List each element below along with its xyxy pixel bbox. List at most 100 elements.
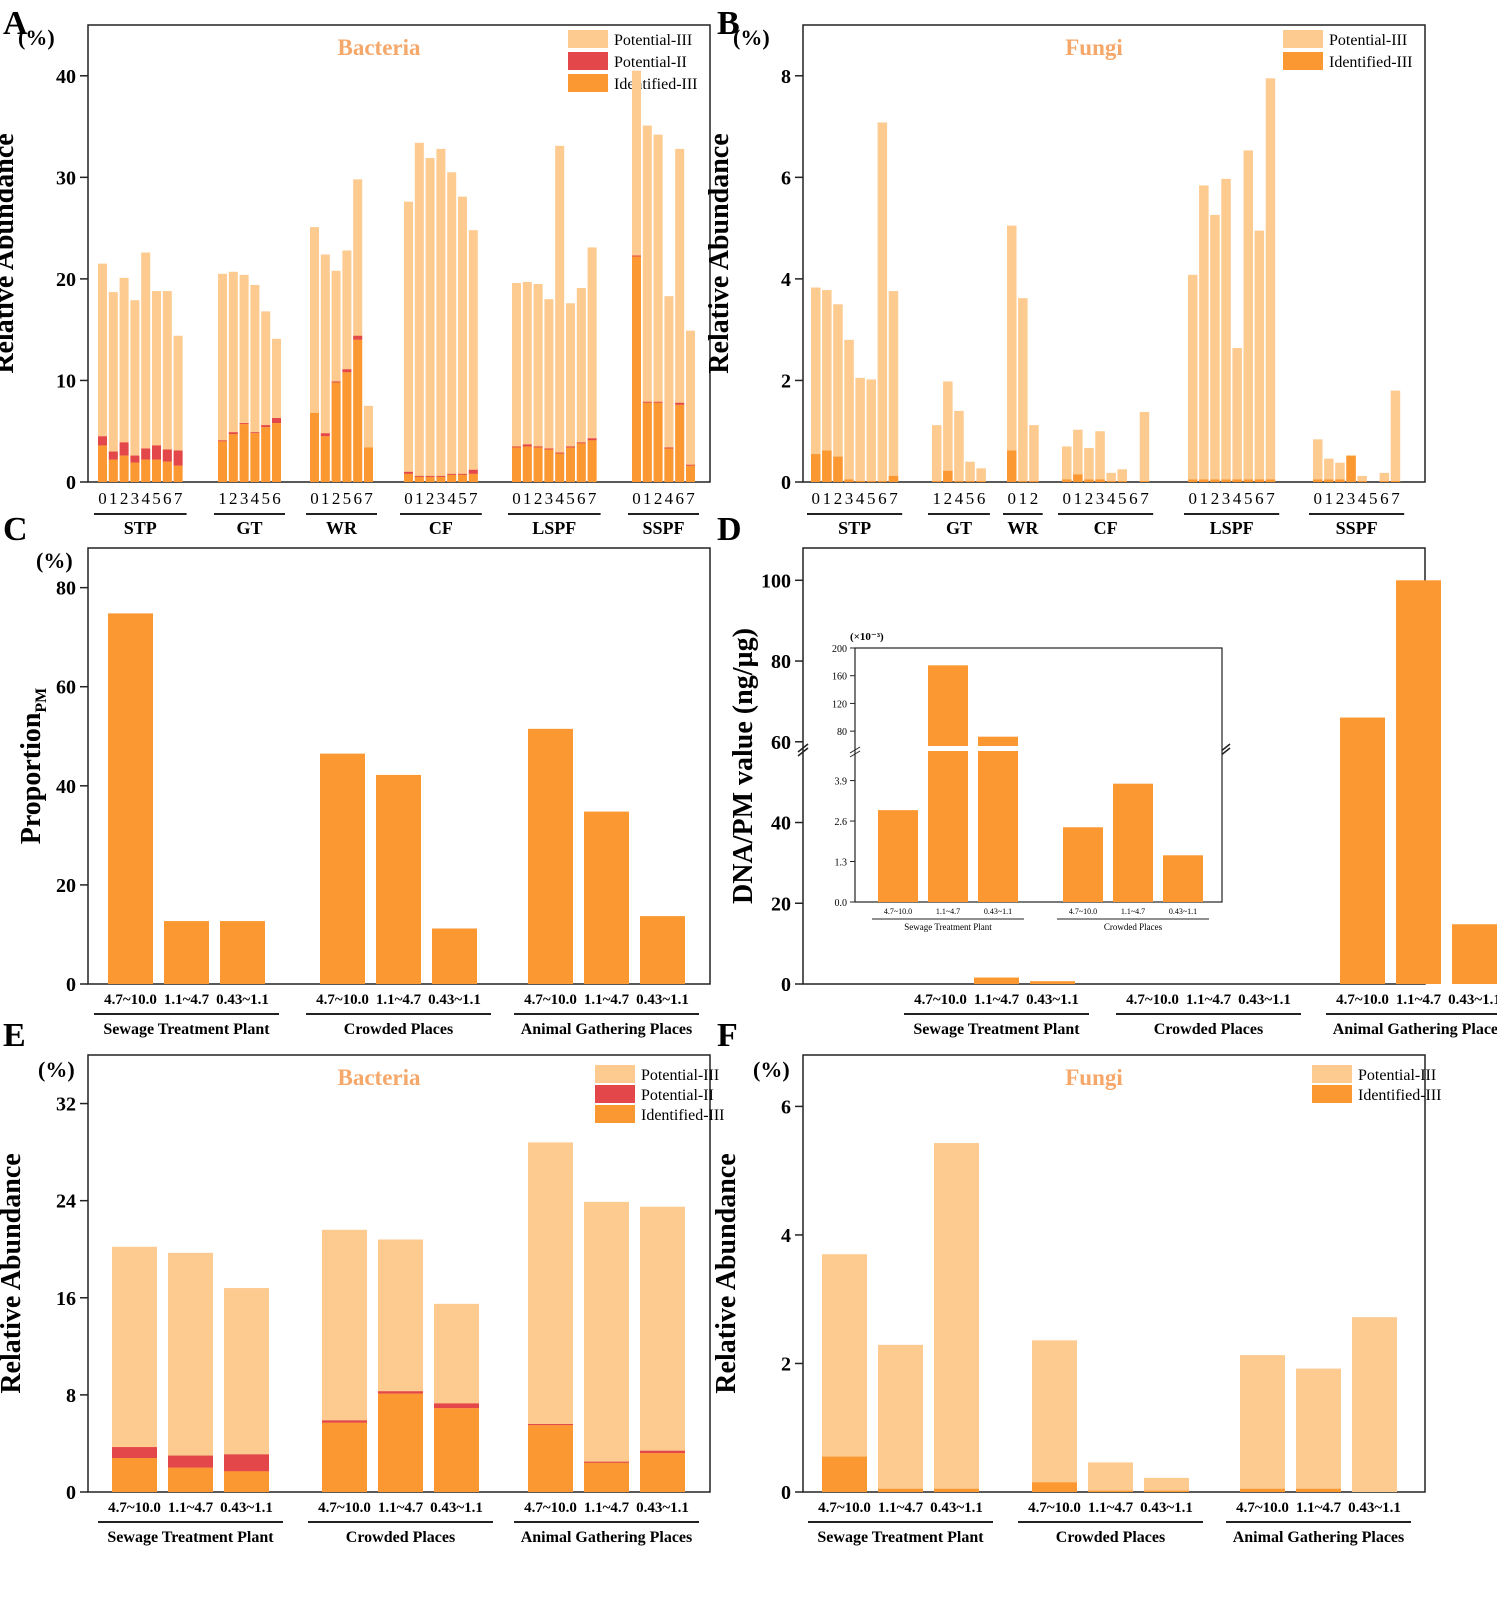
legend-swatch <box>568 52 608 70</box>
x-tick-label: 1 <box>933 489 942 508</box>
group-label: CF <box>1094 518 1118 538</box>
bar-identified-iii <box>528 1425 573 1492</box>
bar-potential-iii <box>1335 462 1345 482</box>
bar-potential-iii <box>458 196 467 482</box>
y-tick-label: 0 <box>781 974 791 996</box>
bar-potential-iii <box>152 291 161 482</box>
x-tick-label: 0 <box>310 489 319 508</box>
bar-potential-iii <box>468 230 478 482</box>
bar-identified-iii <box>632 256 641 482</box>
bar-identified-iii <box>272 423 281 482</box>
y-tick-label: 20 <box>771 893 791 915</box>
bar-identified-iii <box>1379 480 1390 482</box>
legend-entry: Potential-III <box>1329 32 1407 49</box>
bar-potential-iii <box>218 273 227 482</box>
x-tick-label: 4 <box>1107 489 1116 508</box>
bar-potential-iii <box>414 142 424 482</box>
bar-potential-iii <box>141 252 151 482</box>
bar-identified-iii <box>353 339 363 482</box>
x-tick-label: 0.43~1.1 <box>216 992 269 1008</box>
y-tick-label: 32 <box>56 1094 76 1116</box>
bar-identified-iii <box>642 402 652 482</box>
legend-swatch <box>595 1105 635 1123</box>
bar-proportion <box>376 774 421 984</box>
bar-identified-iii <box>1390 480 1401 482</box>
x-tick-label: 1.1~4.7 <box>164 992 210 1008</box>
bar-potential-ii <box>162 449 172 462</box>
axis-break-mark <box>797 747 809 757</box>
bar-potential-iii <box>640 1206 685 1492</box>
x-tick-label: 4.7~10.0 <box>1126 992 1179 1008</box>
bar-potential-ii <box>587 438 597 441</box>
panel-letter: D <box>717 511 742 548</box>
bar-dna-pm <box>1340 717 1385 984</box>
x-tick-label: 4.7~10.0 <box>1236 1500 1289 1516</box>
inset-x-tick-label: 0.43~1.1 <box>1169 907 1197 916</box>
bar-identified-iii <box>130 462 140 482</box>
x-tick-label: 4.7~10.0 <box>316 992 369 1008</box>
bar-potential-iii <box>1139 411 1150 482</box>
bar-identified-iii <box>675 404 685 482</box>
group-label: CF <box>429 518 453 538</box>
inset-break-mark <box>849 746 861 754</box>
x-tick-label: 1.1~4.7 <box>1186 992 1232 1008</box>
bar-identified-iii <box>1265 479 1276 482</box>
bar-potential-iii <box>844 339 854 482</box>
y-axis-label-subscript: PM <box>33 688 50 713</box>
panel-letter: C <box>3 511 28 548</box>
x-tick-label: 6 <box>163 489 172 508</box>
group-label: GT <box>236 518 262 538</box>
y-axis-label: Relative Abundance <box>711 1153 742 1393</box>
bar-potential-ii <box>218 440 227 442</box>
x-tick-label: 5 <box>152 489 161 508</box>
bar-identified-iii <box>218 441 227 482</box>
bar-potential-iii <box>168 1252 213 1492</box>
bar-potential-ii <box>555 452 565 454</box>
x-tick-label: 1 <box>109 489 118 508</box>
legend-swatch <box>1283 52 1323 70</box>
group-label: WR <box>326 518 358 538</box>
inset-break-mark <box>849 750 861 758</box>
x-tick-label: 4.7~10.0 <box>1028 1500 1081 1516</box>
bar-identified-iii <box>1210 479 1220 482</box>
bar-identified-iii <box>1062 479 1072 482</box>
bar-potential-ii <box>425 475 435 477</box>
y-tick-label: 16 <box>56 1288 76 1310</box>
inset-group-label: Crowded Places <box>1104 922 1163 932</box>
x-tick-label: 3 <box>1222 489 1231 508</box>
bar-potential-iii <box>1324 458 1334 482</box>
bar-identified-iii <box>954 480 964 482</box>
x-tick-label: 6 <box>675 489 684 508</box>
bar-potential-iii <box>1084 447 1094 482</box>
x-tick-label: 0 <box>512 489 521 508</box>
bar-identified-iii <box>822 1456 867 1492</box>
inset-y-tick-label: 2.6 <box>835 817 848 828</box>
bar-potential-iii <box>954 410 964 482</box>
x-tick-label: 1.1~4.7 <box>584 992 630 1008</box>
bar-identified-iii <box>1357 480 1367 482</box>
bar-identified-iii <box>1313 479 1323 482</box>
unit-label: (%) <box>733 25 770 50</box>
x-tick-label: 6 <box>577 489 586 508</box>
inset-group-label: Sewage Treatment Plant <box>904 922 992 932</box>
x-tick-label: 4.7~10.0 <box>914 992 967 1008</box>
bar-potential-iii <box>1313 439 1323 482</box>
x-tick-label: 2 <box>1030 489 1039 508</box>
x-tick-label: 3 <box>1347 489 1356 508</box>
bar-potential-iii <box>108 292 118 482</box>
x-tick-label: 7 <box>1266 489 1275 508</box>
bar-identified-iii <box>934 1488 979 1492</box>
x-tick-label: 0 <box>1189 489 1198 508</box>
bar-potential-ii <box>576 442 586 444</box>
y-tick-label: 6 <box>781 1096 791 1118</box>
bar-identified-iii <box>1007 450 1017 482</box>
bar-proportion <box>528 728 573 984</box>
bar-identified-iii <box>533 447 543 482</box>
x-tick-label: 5 <box>261 489 270 508</box>
bar-identified-iii <box>168 1467 213 1492</box>
x-tick-label: 4 <box>251 489 260 508</box>
bar-potential-iii <box>239 274 249 482</box>
bar-potential-ii <box>342 369 352 373</box>
bar-potential-iii <box>664 296 674 482</box>
legend-entry: Potential-III <box>641 1067 719 1084</box>
